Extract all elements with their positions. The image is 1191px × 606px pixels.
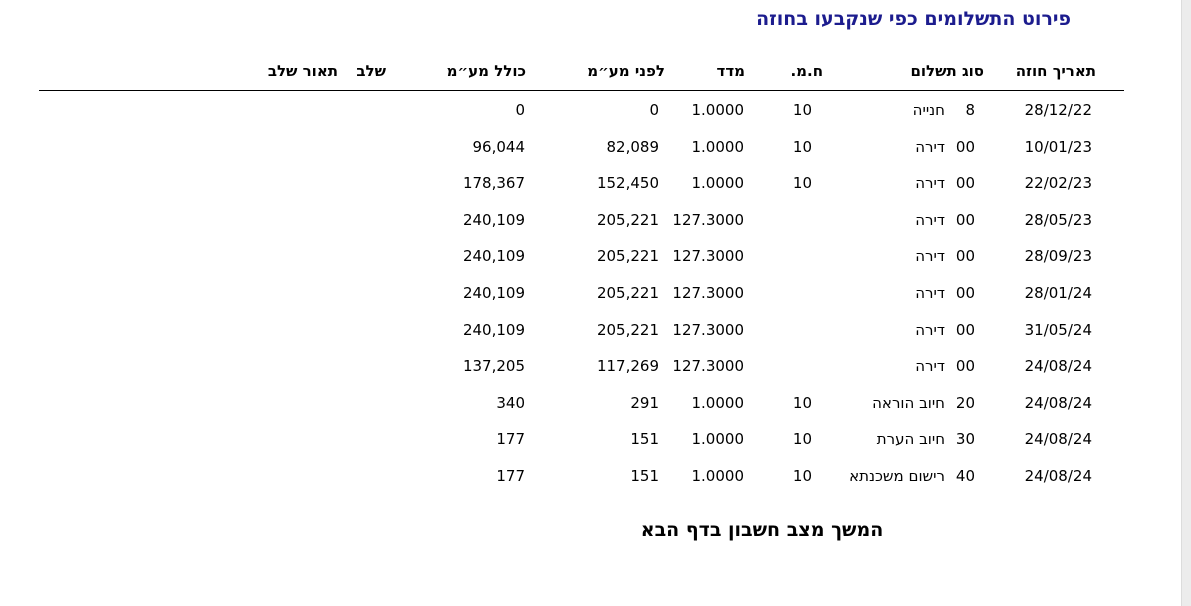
cell-incl-vat: 177 (496, 430, 525, 449)
table-row: 28/05/23 00 דירה 127.3000 205,221 240,109 (0, 211, 1181, 247)
cell-contract-date: 10/01/23 (1024, 137, 1092, 156)
cell-payment-code: 00 (955, 320, 975, 339)
cell-contract-date: 31/05/24 (1024, 320, 1092, 339)
cell-incl-vat: 240,109 (462, 247, 525, 266)
cell-hm: 10 (792, 430, 812, 449)
cell-before-vat: 0 (649, 101, 659, 119)
cell-incl-vat: 340 (496, 393, 525, 412)
cell-contract-date: 28/09/23 (1024, 247, 1092, 266)
cell-payment-code: 00 (955, 174, 975, 193)
cell-payment-type: חנייה (912, 101, 945, 119)
header-contract-date: תאריך חוזה (1015, 62, 1096, 80)
cell-payment-code: 00 (955, 284, 975, 302)
table-row: 22/02/23 00 דירה 10 1.0000 152,450 178,367 (0, 174, 1181, 210)
cell-hm: 10 (792, 137, 812, 156)
cell-payment-code: 00 (955, 210, 975, 229)
cell-incl-vat: 96,044 (472, 137, 526, 156)
header-payment-type: סוג תשלום (910, 62, 984, 80)
table-row: 24/08/24 30 חיוב הערת 10 1.0000 151 177 (0, 430, 1181, 466)
cell-payment-type: דירה (915, 210, 945, 229)
cell-payment-type: דירה (915, 174, 945, 193)
cell-hm: 10 (792, 101, 812, 119)
cell-before-vat: 205,221 (596, 284, 659, 302)
cell-payment-type: דירה (915, 320, 945, 339)
table-row: 24/08/24 40 רישום משכנתא 10 1.0000 151 177 (0, 467, 1181, 503)
cell-contract-date: 28/05/23 (1024, 210, 1092, 229)
cell-index: 1.0000 (691, 174, 745, 193)
cell-contract-date: 24/08/24 (1024, 467, 1092, 485)
cell-payment-code: 00 (955, 137, 975, 156)
cell-payment-type: חיוב הערת (876, 430, 945, 449)
vertical-scrollbar[interactable] (1181, 0, 1191, 606)
cell-incl-vat: 240,109 (462, 320, 525, 339)
cell-contract-date: 22/02/23 (1024, 174, 1092, 193)
page-title: פירוט התשלומים כפי שנקבעו בחוזה (756, 8, 1071, 30)
cell-index: 127.3000 (672, 284, 744, 302)
table-row: 28/09/23 00 דירה 127.3000 205,221 240,109 (0, 247, 1181, 283)
cell-index: 1.0000 (691, 393, 745, 412)
cell-index: 127.3000 (672, 247, 744, 266)
cell-incl-vat: 240,109 (462, 284, 525, 302)
cell-incl-vat: 177 (496, 467, 525, 485)
cell-index: 127.3000 (672, 210, 744, 229)
cell-contract-date: 24/08/24 (1024, 430, 1092, 449)
table-row: 28/12/22 8 חנייה 10 1.0000 0 0 (0, 101, 1181, 137)
cell-index: 127.3000 (672, 357, 744, 376)
cell-payment-type: רישום משכנתא (849, 467, 945, 485)
cell-hm: 10 (792, 467, 812, 485)
cell-contract-date: 24/08/24 (1024, 393, 1092, 412)
header-hm: ח.מ. (790, 62, 823, 80)
cell-before-vat: 117,269 (596, 357, 659, 376)
cell-payment-type: דירה (915, 247, 945, 266)
cell-payment-code: 40 (955, 467, 975, 485)
cell-index: 1.0000 (691, 467, 745, 485)
table-row: 10/01/23 00 דירה 10 1.0000 82,089 96,044 (0, 138, 1181, 174)
header-divider (39, 90, 1124, 91)
cell-before-vat: 152,450 (596, 174, 659, 193)
cell-payment-code: 20 (955, 393, 975, 412)
cell-payment-code: 00 (955, 357, 975, 376)
cell-hm: 10 (792, 174, 812, 193)
cell-payment-type: דירה (915, 284, 945, 302)
cell-payment-type: דירה (915, 137, 945, 156)
cell-before-vat: 205,221 (596, 210, 659, 229)
header-stage: שלב (356, 62, 386, 80)
cell-before-vat: 151 (630, 467, 659, 485)
table-row: 24/08/24 00 דירה 127.3000 117,269 137,205 (0, 357, 1181, 393)
header-stage-desc: תאור שלב (267, 62, 338, 80)
cell-payment-type: חיוב הוראה (872, 393, 945, 412)
cell-payment-code: 00 (955, 247, 975, 266)
cell-payment-code: 8 (965, 101, 975, 119)
cell-index: 127.3000 (672, 320, 744, 339)
header-index: מדד (716, 62, 746, 80)
header-incl-vat: כולל מע״מ (446, 62, 526, 80)
cell-before-vat: 205,221 (596, 320, 659, 339)
cell-index: 1.0000 (691, 430, 745, 449)
cell-before-vat: 82,089 (606, 137, 660, 156)
continued-next-page-note: המשך מצב חשבון בדף הבא (640, 519, 884, 541)
table-row: 24/08/24 20 חיוב הוראה 10 1.0000 291 340 (0, 394, 1181, 430)
cell-incl-vat: 137,205 (462, 357, 525, 376)
cell-incl-vat: 178,367 (462, 174, 525, 193)
cell-payment-code: 30 (955, 430, 975, 449)
cell-index: 1.0000 (691, 137, 745, 156)
header-before-vat: לפני מע״מ (587, 62, 665, 80)
cell-before-vat: 205,221 (596, 247, 659, 266)
cell-before-vat: 291 (630, 393, 659, 412)
cell-incl-vat: 0 (515, 101, 525, 119)
cell-hm: 10 (792, 393, 812, 412)
cell-contract-date: 28/12/22 (1024, 101, 1092, 119)
cell-contract-date: 24/08/24 (1024, 357, 1092, 376)
cell-index: 1.0000 (691, 101, 745, 119)
cell-incl-vat: 240,109 (462, 210, 525, 229)
cell-payment-type: דירה (915, 357, 945, 376)
cell-contract-date: 28/01/24 (1024, 284, 1092, 302)
cell-before-vat: 151 (630, 430, 659, 449)
table-row: 28/01/24 00 דירה 127.3000 205,221 240,109 (0, 284, 1181, 320)
table-row: 31/05/24 00 דירה 127.3000 205,221 240,109 (0, 321, 1181, 357)
